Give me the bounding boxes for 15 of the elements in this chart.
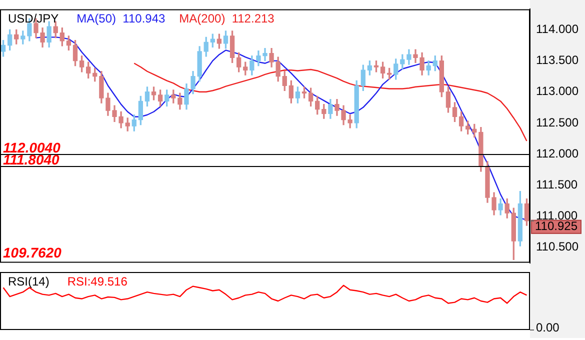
chart-title: USD/JPY xyxy=(8,12,59,26)
text: 0.00 xyxy=(536,320,560,334)
annotation: 109.7620 xyxy=(3,244,62,261)
y-tick-label: 113.500 xyxy=(536,53,579,68)
text: MA(200) 112.213 xyxy=(179,12,275,26)
y-tick-label: 110.500 xyxy=(536,240,579,254)
y-tick-label: 112.000 xyxy=(536,146,579,160)
y-tick-label: 111.500 xyxy=(536,177,578,192)
series-label: RSI:49.516 xyxy=(67,274,128,288)
ref-line-label: 112.0040 xyxy=(3,139,61,156)
chart-title: RSI(14) xyxy=(8,274,50,288)
y-tick-label: 114.000 xyxy=(536,22,579,36)
y-tick-label: 112.500 xyxy=(536,115,579,130)
series-label: MA(50) 110.943 xyxy=(76,12,166,26)
y-tick-label: 113.000 xyxy=(536,84,579,98)
